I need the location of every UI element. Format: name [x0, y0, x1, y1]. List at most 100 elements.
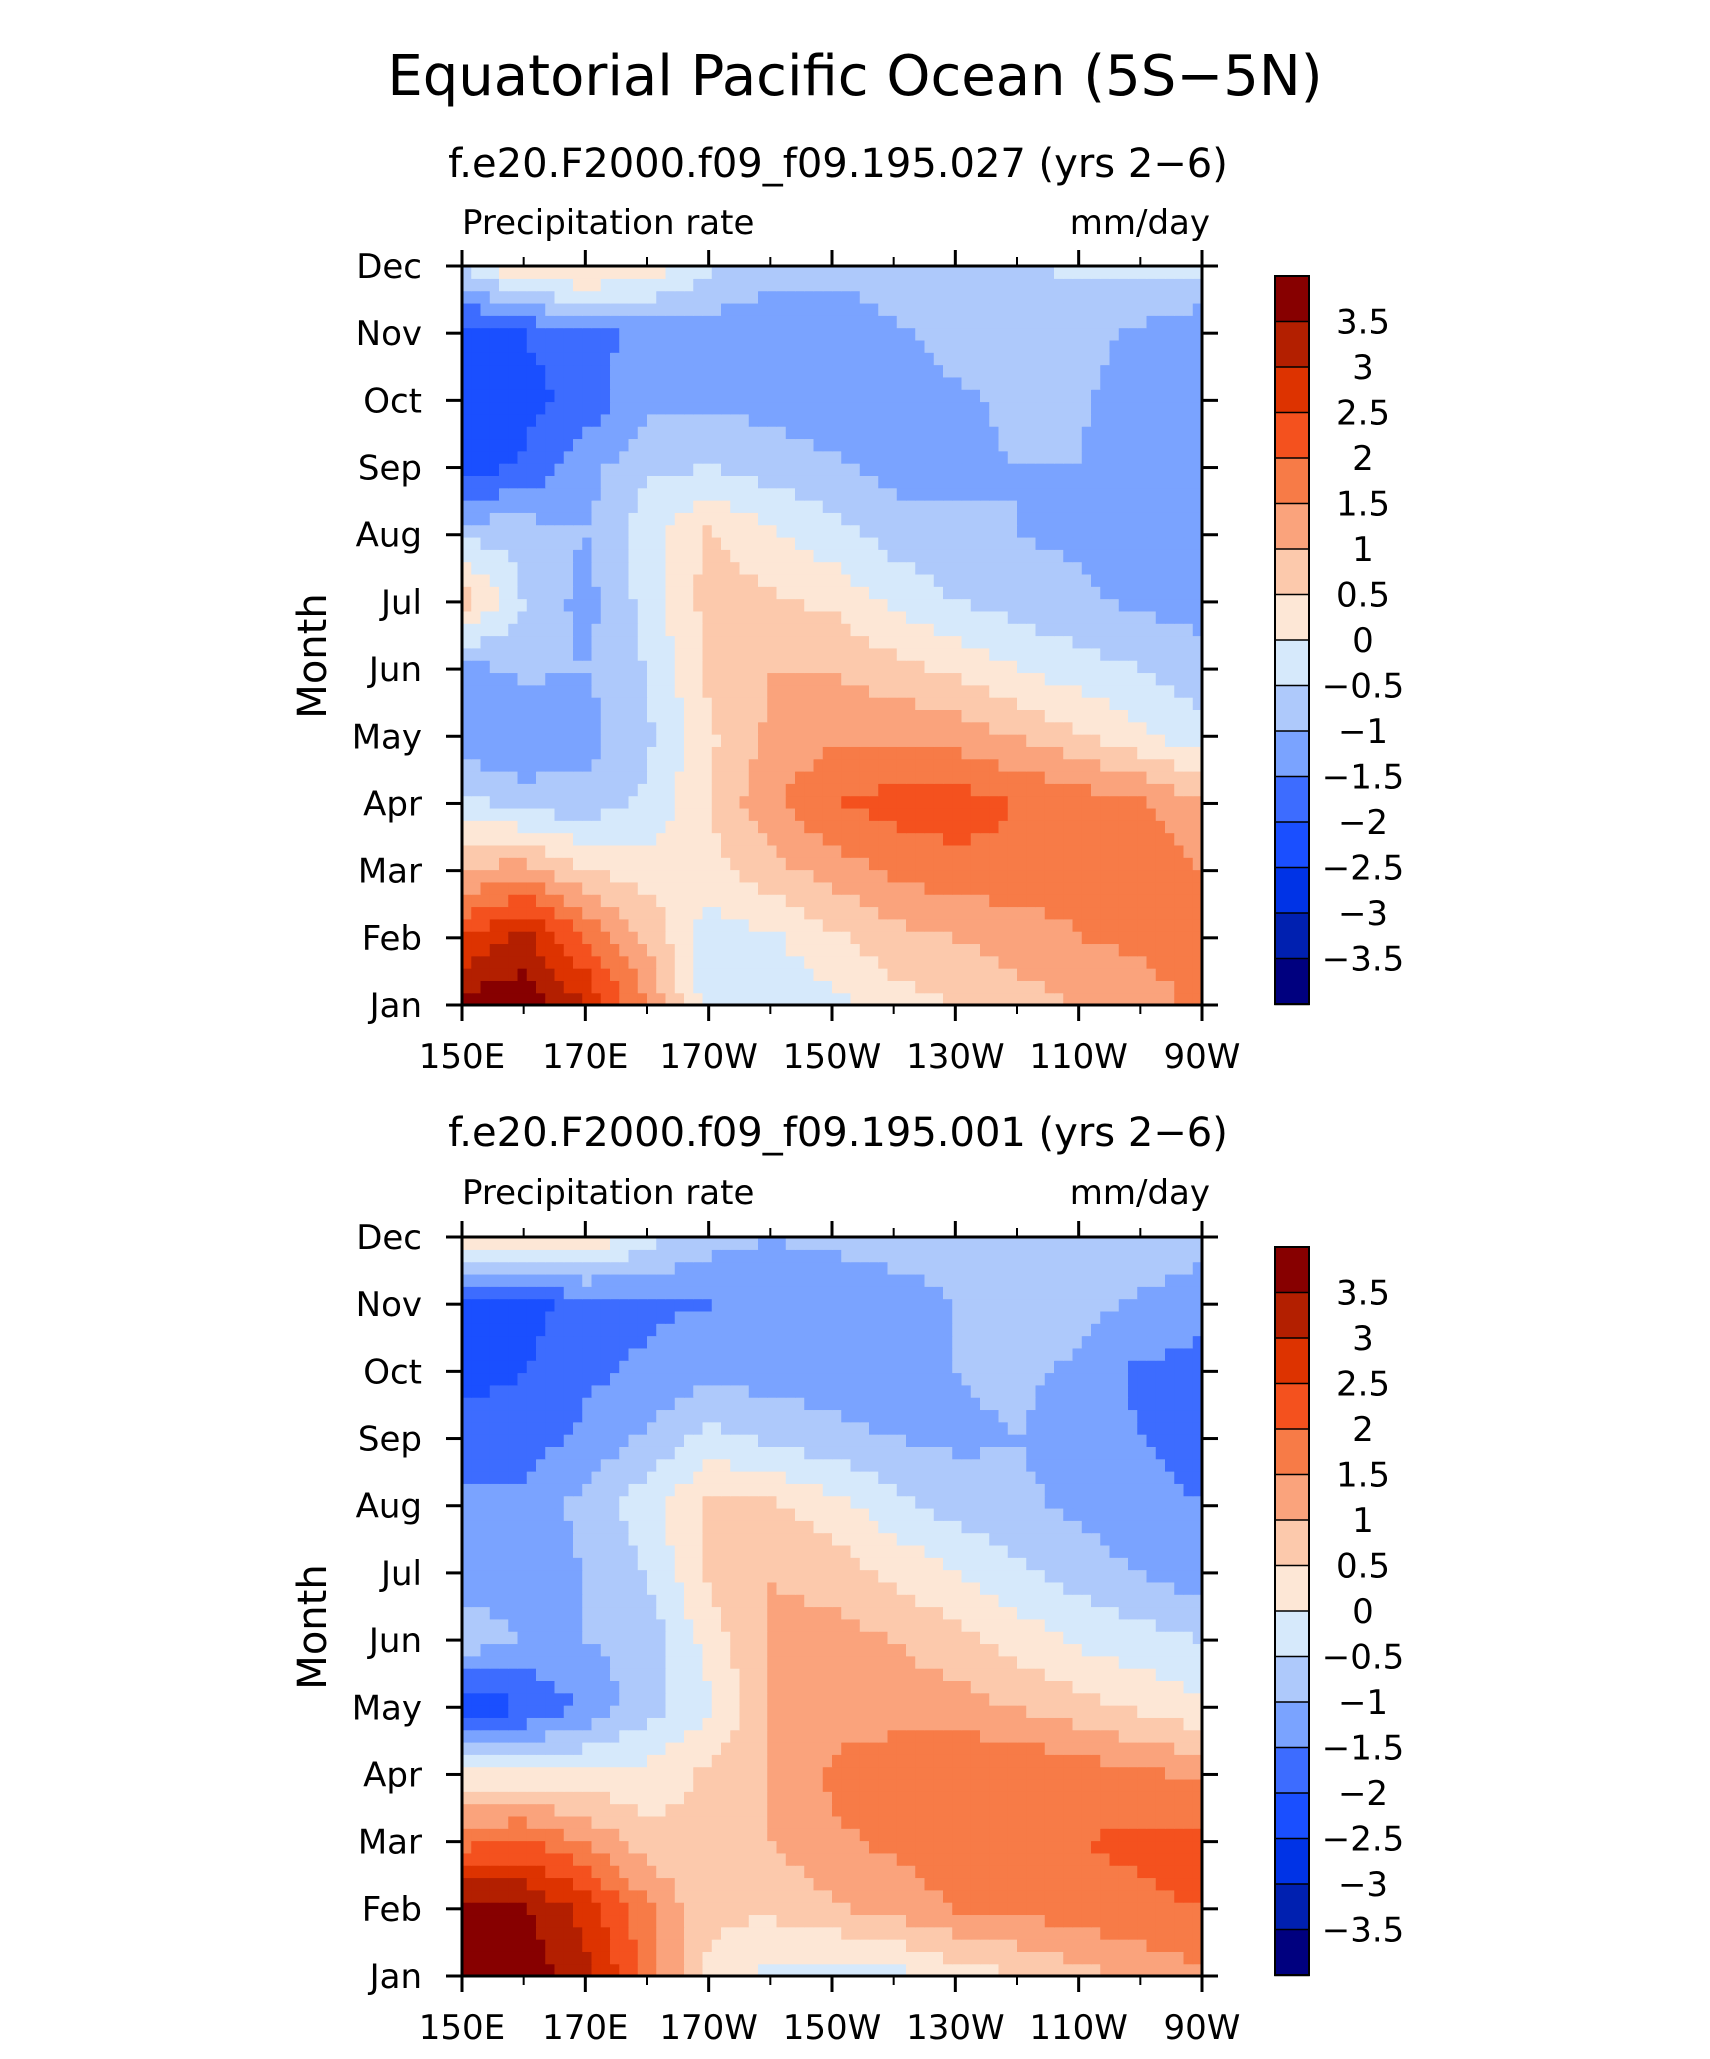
- contour-cell: [499, 413, 509, 427]
- contour-cell: [850, 734, 861, 747]
- contour-cell: [1183, 573, 1194, 587]
- contour-cell: [471, 266, 482, 279]
- contour-cell: [656, 352, 667, 366]
- contour-cell: [915, 475, 926, 489]
- contour-cell: [647, 512, 657, 526]
- contour-cell: [480, 746, 491, 760]
- contour-cell: [850, 450, 861, 464]
- contour-cell: [526, 894, 537, 908]
- contour-cell: [721, 857, 731, 871]
- contour-cell: [1174, 512, 1185, 526]
- contour-cell: [1118, 758, 1129, 772]
- contour-cell: [1017, 820, 1027, 834]
- contour-cell: [1054, 623, 1064, 637]
- contour-cell: [970, 413, 981, 427]
- contour-cell: [915, 302, 926, 316]
- contour-cell: [563, 783, 574, 797]
- contour-cell: [795, 672, 805, 686]
- contour-cell: [721, 906, 731, 920]
- contour-cell: [563, 512, 574, 526]
- contour-cell: [1155, 426, 1166, 440]
- contour-cell: [665, 906, 676, 920]
- contour-cell: [887, 672, 898, 686]
- contour-cell: [906, 1963, 916, 1977]
- contour-cell: [517, 327, 528, 341]
- contour-cell: [1183, 684, 1194, 698]
- contour-cell: [647, 475, 657, 489]
- contour-cell: [1017, 918, 1027, 932]
- contour-cell: [822, 463, 833, 476]
- contour-cell: [795, 598, 805, 612]
- contour-cell: [1026, 413, 1037, 427]
- contour-cell: [656, 598, 667, 612]
- contour-cell: [480, 869, 491, 883]
- contour-cell: [702, 327, 713, 341]
- contour-cell: [887, 598, 898, 612]
- contour-cell: [1100, 734, 1111, 747]
- contour-cell: [619, 857, 630, 871]
- contour-cell: [933, 266, 944, 279]
- contour-cell: [1091, 450, 1101, 464]
- contour-cell: [1100, 586, 1111, 600]
- contour-cell: [924, 266, 935, 279]
- contour-cell: [933, 512, 944, 526]
- contour-cell: [1109, 857, 1120, 871]
- contour-cell: [887, 364, 898, 378]
- contour-cell: [1109, 807, 1120, 821]
- contour-cell: [1072, 721, 1083, 735]
- contour-cell: [887, 709, 898, 723]
- contour-cell: [573, 426, 583, 440]
- contour-cell: [702, 389, 713, 403]
- contour-cell: [711, 857, 722, 871]
- contour-cell: [711, 302, 722, 316]
- contour-cell: [998, 807, 1009, 821]
- contour-cell: [739, 376, 750, 390]
- contour-cell: [1081, 561, 1092, 575]
- contour-cell: [1165, 820, 1175, 834]
- contour-cell: [563, 918, 574, 932]
- contour-cell: [462, 475, 472, 489]
- contour-cell: [1118, 315, 1129, 329]
- contour-cell: [1044, 906, 1055, 920]
- contour-cell: [933, 660, 944, 674]
- contour-cell: [1118, 376, 1129, 390]
- contour-cell: [1017, 992, 1027, 1006]
- contour-cell: [536, 820, 546, 834]
- contour-cell: [1183, 758, 1194, 772]
- colorbar-label: −3: [1338, 894, 1388, 934]
- contour-cell: [822, 475, 833, 489]
- contour-cell: [1054, 327, 1064, 341]
- contour-cell: [721, 327, 731, 341]
- contour-cell: [508, 500, 519, 513]
- contour-cell: [1118, 610, 1129, 624]
- contour-cell: [517, 364, 528, 378]
- contour-cell: [813, 352, 824, 366]
- contour-cell: [665, 918, 676, 932]
- contour-cell: [887, 413, 898, 427]
- contour-cell: [526, 881, 537, 895]
- contour-cell: [674, 844, 685, 858]
- contour-cell: [471, 561, 482, 575]
- contour-cell: [767, 943, 778, 957]
- contour-cell: [943, 290, 953, 304]
- contour-cell: [1026, 438, 1037, 452]
- contour-cell: [1026, 327, 1037, 341]
- contour-cell: [1091, 524, 1101, 538]
- contour-cell: [721, 536, 731, 550]
- contour-cell: [480, 266, 491, 279]
- contour-cell: [943, 783, 953, 797]
- contour-cell: [1072, 364, 1083, 378]
- contour-cell: [859, 339, 870, 353]
- contour-cell: [1146, 401, 1157, 415]
- contour-cell: [1007, 586, 1018, 600]
- contour-cell: [600, 376, 611, 390]
- contour-cell: [628, 931, 639, 945]
- y-tick-label: Oct: [363, 381, 422, 421]
- contour-cell: [1035, 746, 1046, 760]
- contour-cell: [674, 290, 685, 304]
- contour-cell: [980, 943, 990, 957]
- contour-cell: [952, 426, 963, 440]
- contour-cell: [471, 278, 482, 292]
- contour-cell: [795, 623, 805, 637]
- contour-cell: [943, 881, 953, 895]
